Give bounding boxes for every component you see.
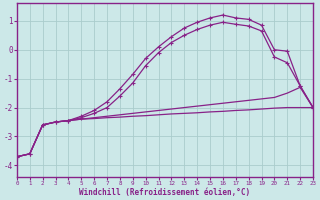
- X-axis label: Windchill (Refroidissement éolien,°C): Windchill (Refroidissement éolien,°C): [79, 188, 251, 197]
